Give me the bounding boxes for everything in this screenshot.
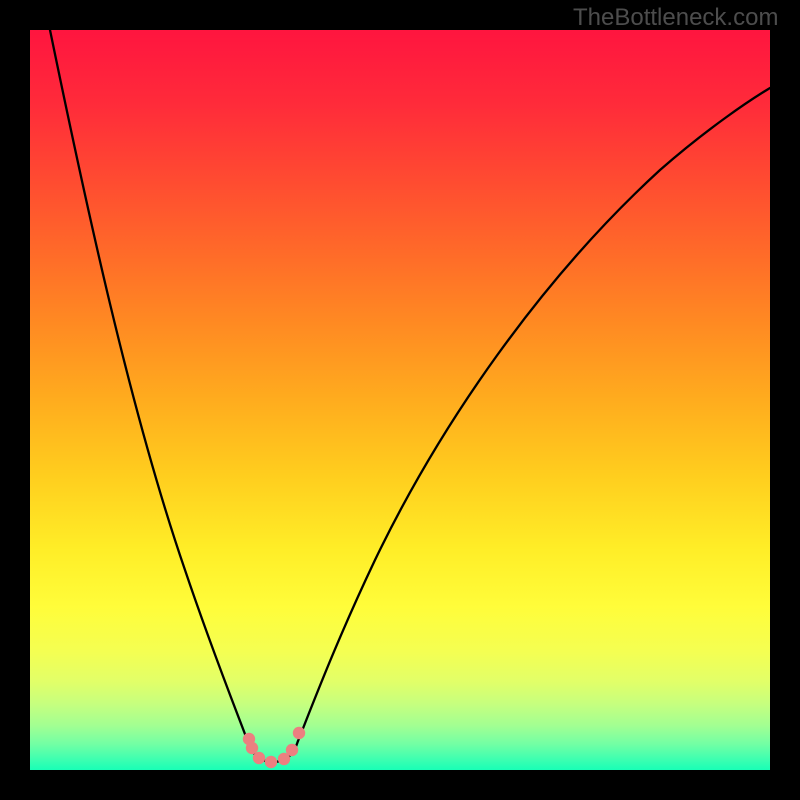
left-curve: [50, 30, 248, 742]
watermark-text: TheBottleneck.com: [573, 4, 778, 32]
data-marker: [253, 752, 265, 764]
right-curve: [298, 88, 770, 741]
data-marker: [293, 727, 305, 739]
curve-layer: [30, 30, 770, 770]
data-marker: [286, 744, 298, 756]
data-marker: [246, 742, 258, 754]
plot-area: [30, 30, 770, 770]
data-marker: [265, 756, 277, 768]
chart-canvas: TheBottleneck.com: [0, 0, 800, 800]
